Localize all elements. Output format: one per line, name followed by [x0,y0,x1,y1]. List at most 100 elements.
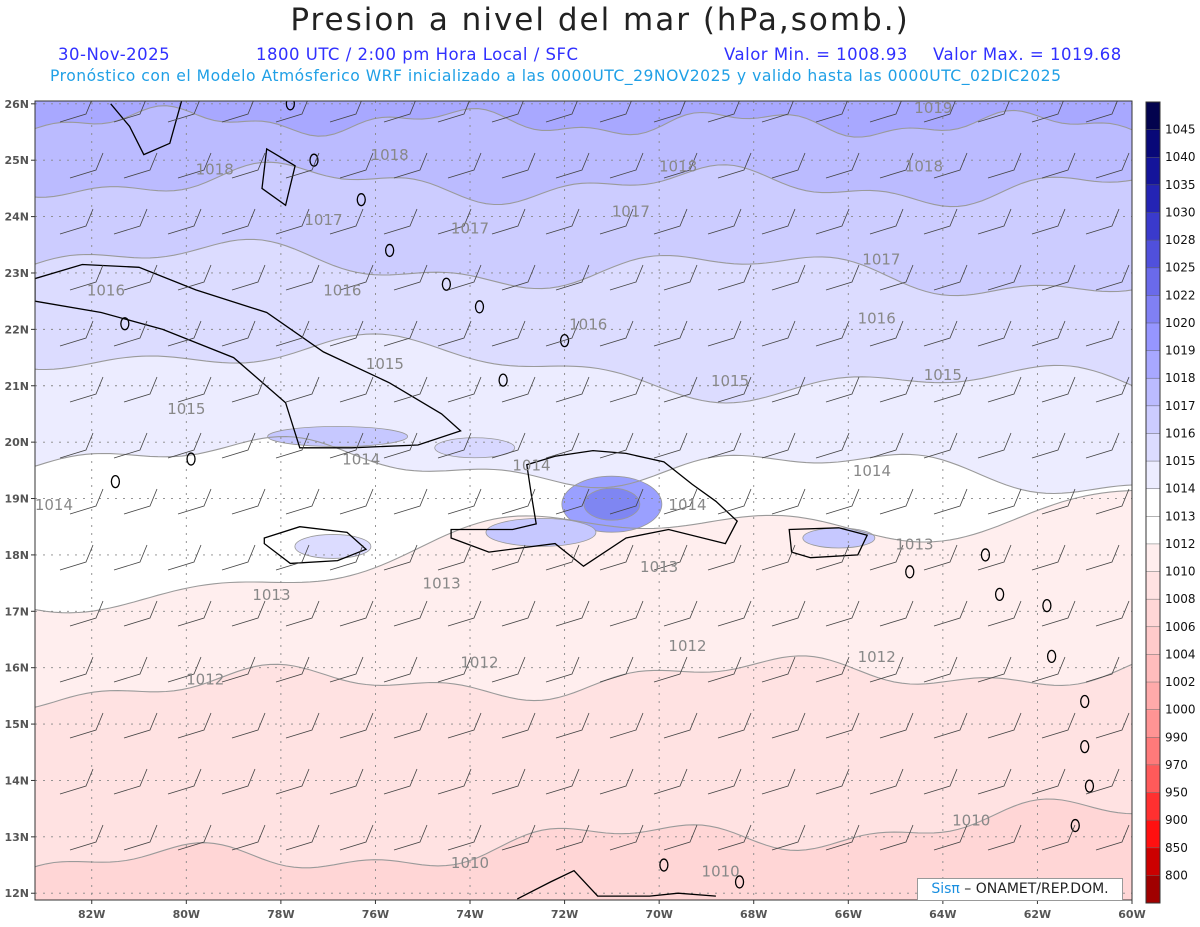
small-island-coast [186,452,196,466]
wind-barb [825,152,860,179]
wind-barb [59,208,94,235]
wind-barb [329,320,364,347]
lon-label: 80W [173,908,200,921]
wind-barb [825,264,860,291]
wind-barb [545,544,580,571]
small-island-coast [110,474,121,489]
wind-barb [177,712,212,739]
lat-lon-grid [35,101,1132,900]
isobar-label: 1013 [252,586,290,604]
isobar-label: 1019 [914,99,952,117]
wind-barb [123,264,158,291]
wind-barb [1085,208,1120,235]
wind-barb [437,768,472,795]
wind-barb [437,101,470,123]
wind-barb [815,432,850,459]
wind-barb [231,264,266,291]
wind-barb [653,208,688,235]
isobar-line [35,436,1132,495]
wind-barb [1095,264,1130,291]
colorbar-segment [1146,847,1160,876]
wind-barb [987,376,1022,403]
wind-barb [879,488,914,515]
wind-barb [555,824,590,851]
wind-barb [599,768,634,795]
small-island-coast [1080,694,1090,709]
isobar-label: 1016 [87,282,125,300]
colorbar-segment [1146,599,1160,628]
wind-barb [1095,600,1130,627]
lat-label: 24N [4,211,29,224]
wind-barb [1041,824,1076,851]
wind-barb [771,264,806,291]
wind-barb [653,101,686,123]
wind-barb [825,488,860,515]
wind-barb [869,544,904,571]
wind-barb [663,600,698,627]
wind-barb [987,824,1022,851]
wind-barb [977,544,1012,571]
wind-barb [1031,656,1066,683]
wind-barb [339,152,374,179]
lat-label: 14N [4,774,29,787]
lat-label: 23N [4,267,29,280]
pressure-band [35,239,1132,403]
small-island-coast [1070,818,1080,833]
colorbar-segment [1146,543,1160,573]
wind-barb [177,488,212,515]
wind-barb [383,656,418,683]
wind-barb [329,656,364,683]
wind-barb [113,656,148,683]
wind-barb [501,152,536,179]
wind-barb [339,376,374,403]
wind-barb [815,656,850,683]
isobar-label: 1014 [668,496,706,514]
wind-barb [447,600,482,627]
wind-barb [491,208,526,235]
colorbar-segment [1146,240,1160,269]
wind-barb [879,264,914,291]
isobar-label: 1016 [323,282,361,300]
isobar-label: 1015 [924,366,962,384]
local-high-pressure-cells [267,426,876,559]
wind-barb [1095,824,1130,851]
small-island-coast [1042,599,1052,613]
wind-barb [383,768,418,795]
wind-barb [113,320,148,347]
wind-barb [771,600,806,627]
wind-barb [653,768,688,795]
colorbar-segment [1146,102,1160,131]
wind-barb [815,768,850,795]
wind-barb [221,320,256,347]
isobar-label: 1015 [711,372,749,390]
wind-barb [771,712,806,739]
lon-label: 74W [456,908,483,921]
wind-barb [393,376,428,403]
lat-label: 16N [4,662,29,675]
wind-barb [653,432,688,459]
colorbar-label: 1022 [1165,288,1196,302]
isobar-line [35,105,1132,138]
wind-barb [1095,152,1130,179]
high-cell [802,527,876,549]
credit-brand: Sisπ [931,881,960,897]
wind-barb [177,376,212,403]
wind-barb [221,101,254,123]
wind-barb [69,376,104,403]
colorbar-label: 1008 [1165,592,1196,606]
wind-barb [285,264,320,291]
wind-barb [987,600,1022,627]
lon-label: 68W [740,908,767,921]
pressure-band [35,333,1132,494]
lon-label: 72W [551,908,578,921]
wind-barb [717,712,752,739]
wind-barb [717,152,752,179]
wind-barb [437,432,472,459]
credit-box: Sisπ – ONAMET/REP.DOM. [917,878,1123,901]
wind-barb [491,432,526,459]
isobar-label: 1013 [640,558,678,576]
wind-barb [761,320,796,347]
colorbar-segment [1146,350,1160,379]
wind-barb [1041,600,1076,627]
wind-barb [707,656,742,683]
